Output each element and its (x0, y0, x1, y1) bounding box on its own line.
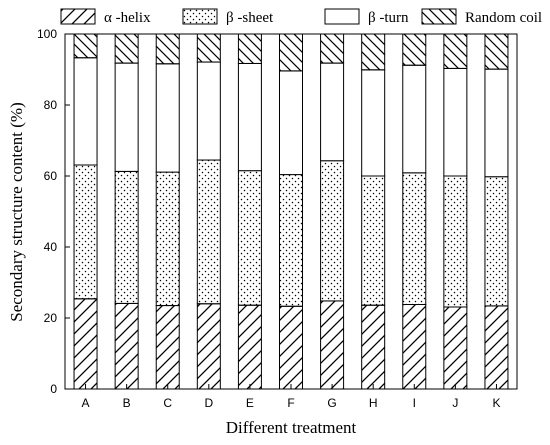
bar-segment-beta-sheet-i (402, 172, 427, 306)
bar-segment-beta-turn-g (320, 62, 345, 162)
bar-segment-alpha-helix-a (73, 298, 98, 390)
bar-segment-beta-sheet-h (361, 175, 386, 306)
bar-segment-random-coil-k (484, 33, 509, 70)
bar-segment-random-coil-b (114, 33, 139, 64)
x-tick-label-f: F (287, 396, 294, 410)
bar-segment-beta-sheet-f (279, 174, 303, 307)
legend-swatch-random-coil (421, 8, 457, 25)
bar-segment-random-coil-f (279, 33, 303, 72)
x-axis-title: Different treatment (226, 418, 357, 437)
bar-segment-alpha-helix-d (196, 303, 221, 390)
x-tick-label-i: I (413, 396, 416, 410)
legend-swatch-alpha-helix (60, 8, 96, 25)
legend: α -helix β -sheet β -turn Random coil (60, 8, 542, 26)
bar-segment-alpha-helix-e (237, 304, 262, 390)
bar-segment-random-coil-h (361, 33, 386, 71)
bar-segment-beta-turn-k (484, 68, 509, 178)
bar-segment-beta-turn-h (361, 69, 386, 177)
bar-segment-random-coil-a (73, 33, 98, 59)
bar-segment-alpha-helix-c (155, 305, 180, 390)
y-tick-label-100: 100 (37, 27, 57, 41)
bar-segment-alpha-helix-f (279, 305, 303, 390)
y-axis-title: Secondary structure content (%) (7, 102, 26, 322)
legend-label-alpha-helix: α -helix (104, 10, 151, 26)
y-tick-label-80: 80 (44, 98, 58, 112)
bar-segment-beta-turn-a (73, 57, 98, 166)
bar-segment-beta-sheet-g (320, 160, 345, 302)
x-tick-label-k: K (492, 396, 500, 410)
bar-segment-beta-turn-d (196, 61, 221, 161)
bar-segment-beta-sheet-j (443, 175, 468, 308)
legend-label-beta-sheet: β -sheet (226, 10, 274, 26)
axes: 0 20 40 60 80 100 A B C D E F G H I J K (37, 27, 518, 410)
bar-segment-alpha-helix-j (443, 306, 468, 390)
y-tick-label-60: 60 (44, 169, 58, 183)
x-tick-label-g: G (327, 396, 336, 410)
x-tick-label-a: A (82, 396, 90, 410)
bar-segment-random-coil-g (320, 33, 345, 64)
y-tick-label-0: 0 (50, 382, 57, 396)
bar-segment-beta-sheet-c (155, 171, 180, 307)
bar-segment-alpha-helix-h (361, 304, 386, 390)
x-tick-label-j: J (452, 396, 458, 410)
bar-segment-beta-sheet-e (237, 170, 262, 306)
legend-label-beta-turn: β -turn (368, 10, 409, 26)
bar-segment-random-coil-j (443, 33, 468, 69)
bar-segment-beta-sheet-d (196, 159, 221, 305)
bar-segment-beta-sheet-b (114, 170, 139, 304)
bar-segment-random-coil-i (402, 33, 427, 66)
x-tick-label-e: E (246, 396, 254, 410)
bar-segment-beta-turn-j (443, 67, 468, 177)
x-tick-label-b: B (123, 396, 131, 410)
bar-segment-beta-turn-f (279, 70, 303, 176)
x-tick-label-c: C (163, 396, 172, 410)
bar-segment-alpha-helix-i (402, 304, 427, 390)
bar-segment-beta-turn-c (155, 63, 180, 173)
y-tick-label-40: 40 (44, 240, 58, 254)
y-tick-label-20: 20 (44, 311, 58, 325)
bar-segment-beta-sheet-k (484, 176, 509, 307)
bar-segment-random-coil-c (155, 33, 180, 65)
bars-group (73, 33, 509, 390)
bar-segment-alpha-helix-k (484, 305, 509, 390)
x-tick-label-h: H (369, 396, 378, 410)
bar-segment-alpha-helix-b (114, 302, 139, 390)
bar-segment-alpha-helix-g (320, 300, 345, 390)
bar-segment-beta-turn-e (237, 62, 262, 172)
legend-swatch-beta-sheet (182, 8, 218, 25)
bar-segment-beta-turn-b (114, 62, 139, 172)
bar-segment-random-coil-d (196, 33, 221, 63)
x-tick-label-d: D (204, 396, 213, 410)
bar-segment-beta-sheet-a (73, 164, 98, 300)
legend-label-random-coil: Random coil (465, 10, 542, 26)
bar-segment-random-coil-e (237, 33, 262, 64)
legend-swatch-beta-turn (324, 8, 360, 25)
bar-segment-beta-turn-i (402, 64, 427, 174)
